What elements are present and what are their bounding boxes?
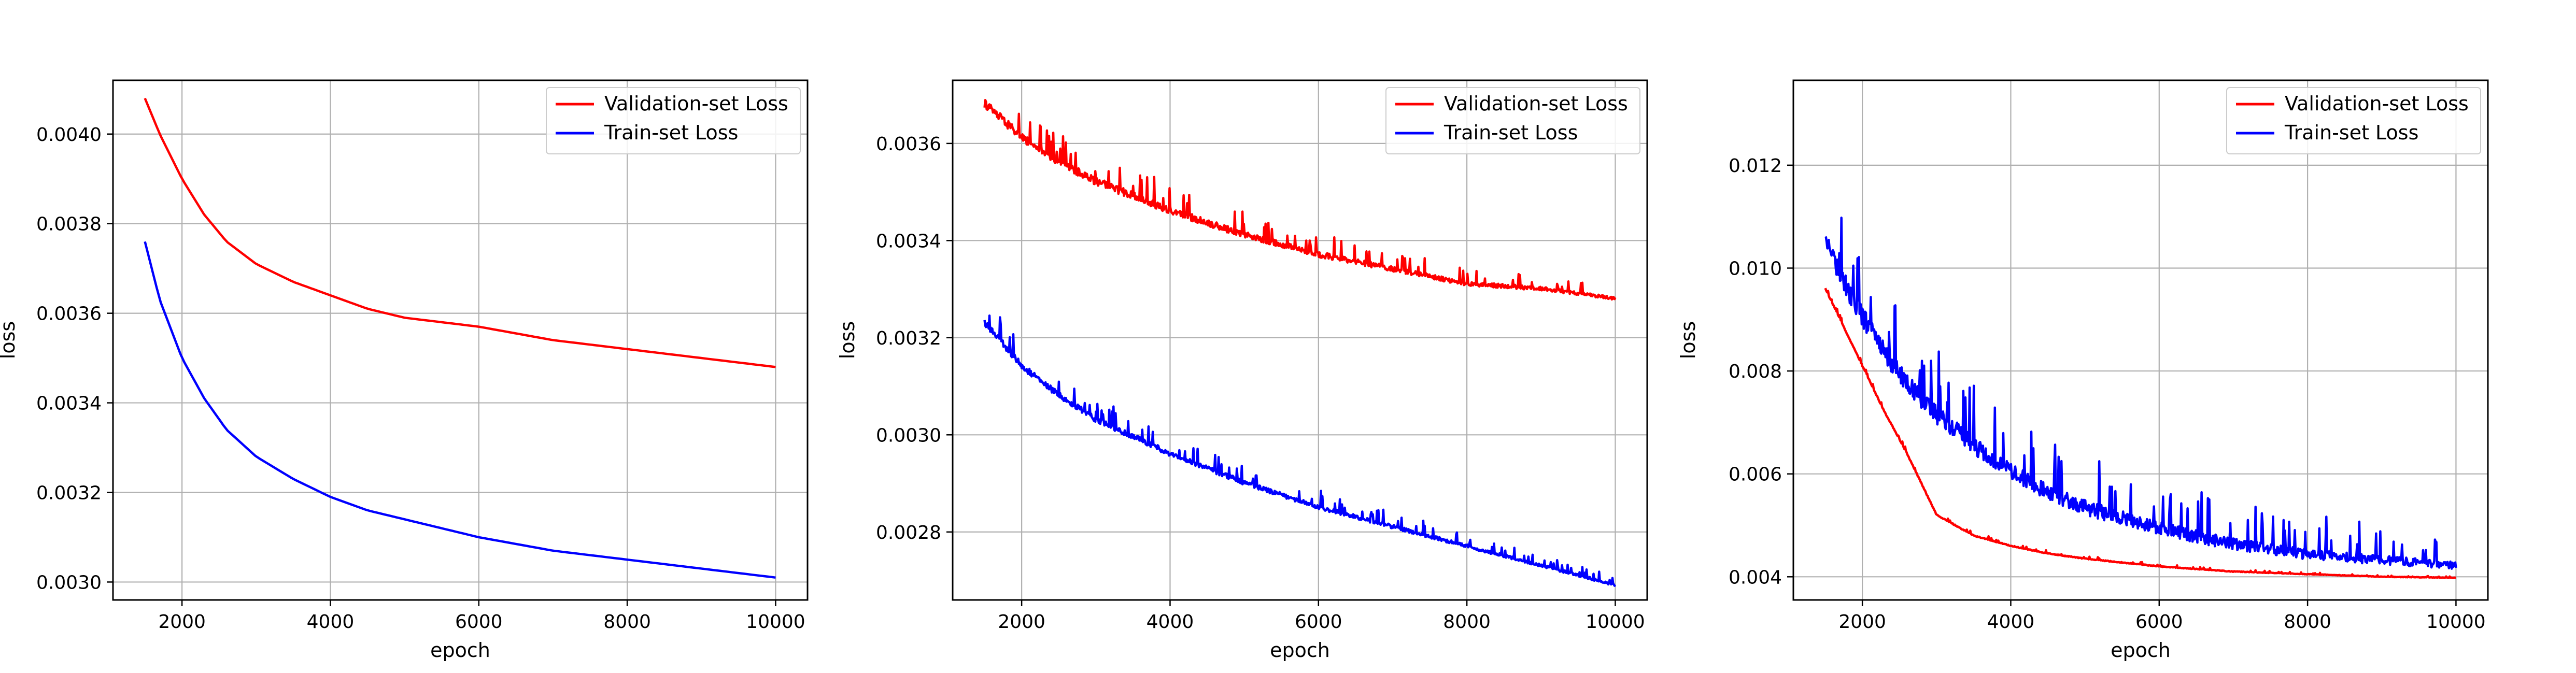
x-axis-label: epoch [2111,639,2171,662]
x-tick-label: 2000 [1838,611,1886,633]
y-tick-label: 0.010 [1729,258,1782,279]
legend: Validation-set Loss Train-set Loss [1385,87,1640,154]
y-tick-label: 0.0036 [36,304,102,325]
legend-box [546,87,801,154]
train-loss-line [1824,217,2457,570]
validation-loss-line [1824,288,2457,579]
legend: Validation-set Loss Train-set Loss [2226,87,2481,154]
y-tick-label: 0.0034 [36,393,102,414]
y-tick-label: 0.012 [1729,155,1782,177]
legend-label-validation: Validation-set Loss [2285,92,2469,115]
x-tick-label: 10000 [1586,611,1645,633]
legend-label-train: Train-set Loss [2284,121,2418,144]
x-tick-label: 4000 [1147,611,1194,633]
y-tick-label: 0.0034 [876,231,941,252]
y-tick-label: 0.008 [1729,361,1782,382]
x-tick-label: 4000 [1987,611,2035,633]
y-axis-label: loss [836,321,859,359]
y-tick-label: 0.0036 [876,134,941,155]
legend: Validation-set Loss Train-set Loss [546,87,801,154]
chart-panel-2: 2000 4000 6000 8000 10000 0.0028 0.0030 0.0032 0… [836,79,1648,662]
x-tick-label: 10000 [2426,611,2486,633]
legend-label-validation: Validation-set Loss [1444,92,1628,115]
chart-panel-3: 2000 4000 6000 8000 10000 0.004 0.006 0.008 0.01… [1677,79,2489,662]
x-tick-label: 8000 [2284,611,2331,633]
x-tick-label: 8000 [603,611,651,633]
x-axis-label: epoch [430,639,490,662]
train-loss-line [144,241,776,579]
y-axis-label: loss [1677,321,1700,359]
y-tick-label: 0.0038 [36,214,102,235]
plot-area-frame [952,79,1648,601]
legend-label-validation: Validation-set Loss [604,92,788,115]
y-tick-label: 0.0032 [876,328,941,349]
chart-panel-1: 2000 4000 6000 8000 10000 0.0030 0.0032 0.0034 0… [0,79,809,662]
validation-loss-line [983,98,1617,301]
x-tick-label: 2000 [158,611,206,633]
legend-box [2226,87,2481,154]
train-loss-line [983,314,1617,587]
y-tick-label: 0.0032 [36,482,102,504]
y-tick-label: 0.0030 [876,425,941,446]
x-axis-label: epoch [1270,639,1330,662]
y-axis-label: loss [0,321,19,359]
x-tick-label: 6000 [455,611,503,633]
y-tick-label: 0.0030 [36,572,102,593]
y-tick-label: 0.0040 [36,124,102,146]
x-tick-label: 4000 [307,611,355,633]
plot-area-frame [112,79,809,601]
validation-loss-line [144,97,776,368]
x-tick-label: 6000 [1295,611,1342,633]
y-tick-label: 0.004 [1729,567,1782,588]
x-tick-label: 10000 [746,611,805,633]
legend-label-train: Train-set Loss [1443,121,1578,144]
legend-label-train: Train-set Loss [604,121,738,144]
x-tick-label: 6000 [2135,611,2183,633]
legend-box [1385,87,1640,154]
x-tick-label: 8000 [1443,611,1491,633]
y-tick-label: 0.006 [1729,464,1782,485]
plot-area-frame [1792,79,2489,601]
x-tick-label: 2000 [998,611,1045,633]
y-tick-label: 0.0028 [876,522,941,543]
